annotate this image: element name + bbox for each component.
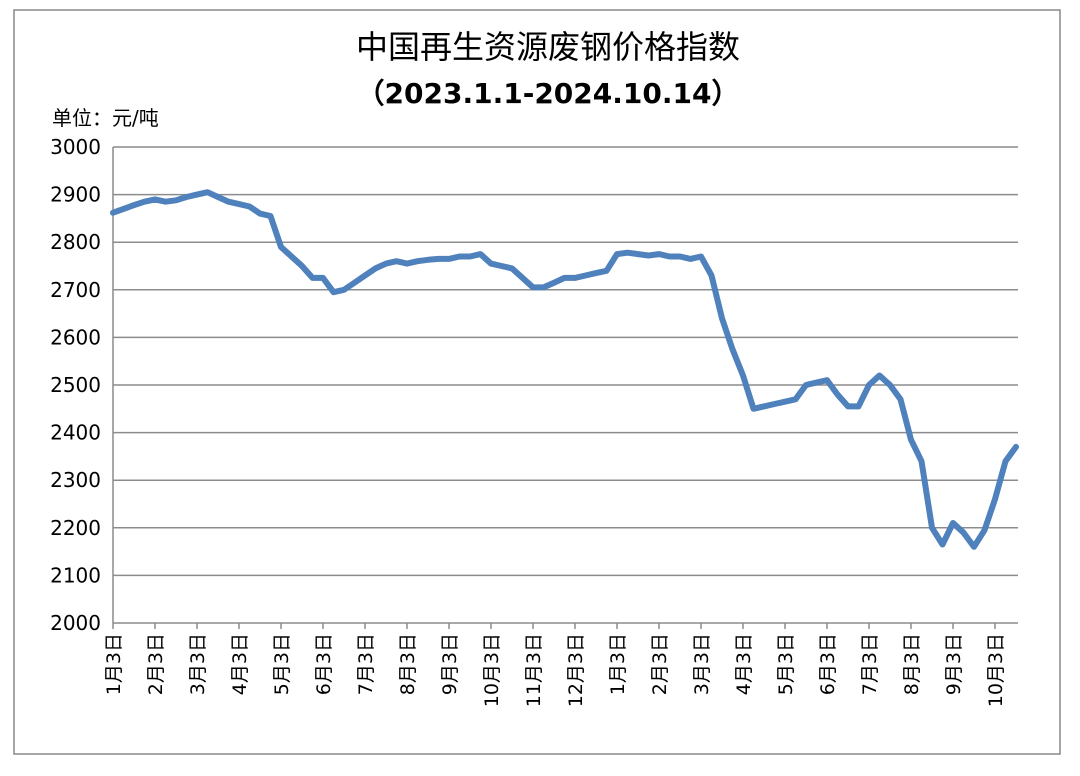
x-tick-label: 6月3日 <box>313 633 335 695</box>
y-axis-label: 单位：元/吨 <box>52 106 159 130</box>
y-tick-label: 2200 <box>50 516 101 540</box>
x-tick-label: 9月3日 <box>943 633 965 695</box>
x-tick-label: 5月3日 <box>271 633 293 695</box>
y-tick-label: 2500 <box>50 373 101 397</box>
x-tick-label: 1月3日 <box>607 633 629 695</box>
y-tick-label: 2600 <box>50 325 101 349</box>
x-tick-label: 7月3日 <box>859 633 881 695</box>
x-tick-label: 8月3日 <box>397 633 419 695</box>
y-tick-label: 2000 <box>50 611 101 635</box>
x-tick-label: 1月3日 <box>103 633 125 695</box>
x-tick-label: 4月3日 <box>733 633 755 695</box>
y-tick-label: 2700 <box>50 278 101 302</box>
y-tick-label: 2100 <box>50 563 101 587</box>
y-tick-label: 3000 <box>50 135 101 159</box>
x-tick-label: 8月3日 <box>901 633 923 695</box>
x-tick-label: 2月3日 <box>649 633 671 695</box>
y-tick-label: 2400 <box>50 421 101 445</box>
x-tick-label: 11月3日 <box>523 633 545 707</box>
x-tick-label: 12月3日 <box>565 633 587 707</box>
data-line <box>110 189 1019 550</box>
x-tick-label: 3月3日 <box>187 633 209 695</box>
x-tick-label: 3月3日 <box>691 633 713 695</box>
x-tick-label: 10月3日 <box>481 633 503 707</box>
x-tick-label: 7月3日 <box>355 633 377 695</box>
y-tick-label: 2300 <box>50 468 101 492</box>
chart-subtitle: （2023.1.1-2024.10.14） <box>357 77 740 110</box>
chart-title: 中国再生资源废钢价格指数 <box>356 28 740 66</box>
x-tick-label: 2月3日 <box>145 633 167 695</box>
y-tick-label: 2800 <box>50 230 101 254</box>
y-tick-label: 2900 <box>50 183 101 207</box>
x-tick-label: 4月3日 <box>229 633 251 695</box>
x-tick-label: 5月3日 <box>775 633 797 695</box>
x-tick-label: 9月3日 <box>439 633 461 695</box>
x-tick-label: 10月3日 <box>985 633 1007 707</box>
x-tick-label: 6月3日 <box>817 633 839 695</box>
